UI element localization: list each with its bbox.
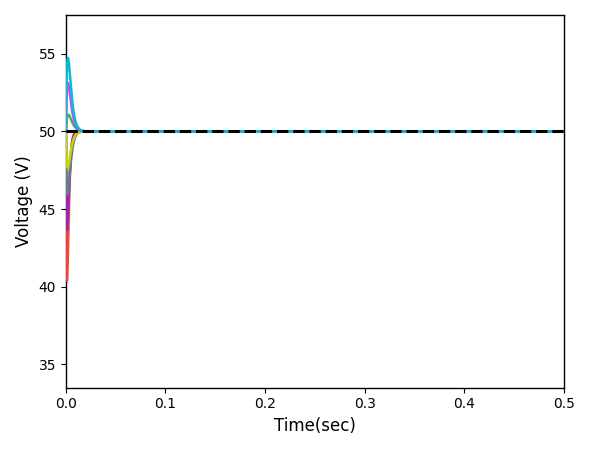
X-axis label: Time(sec): Time(sec) bbox=[274, 417, 356, 435]
Y-axis label: Voltage (V): Voltage (V) bbox=[15, 156, 33, 247]
